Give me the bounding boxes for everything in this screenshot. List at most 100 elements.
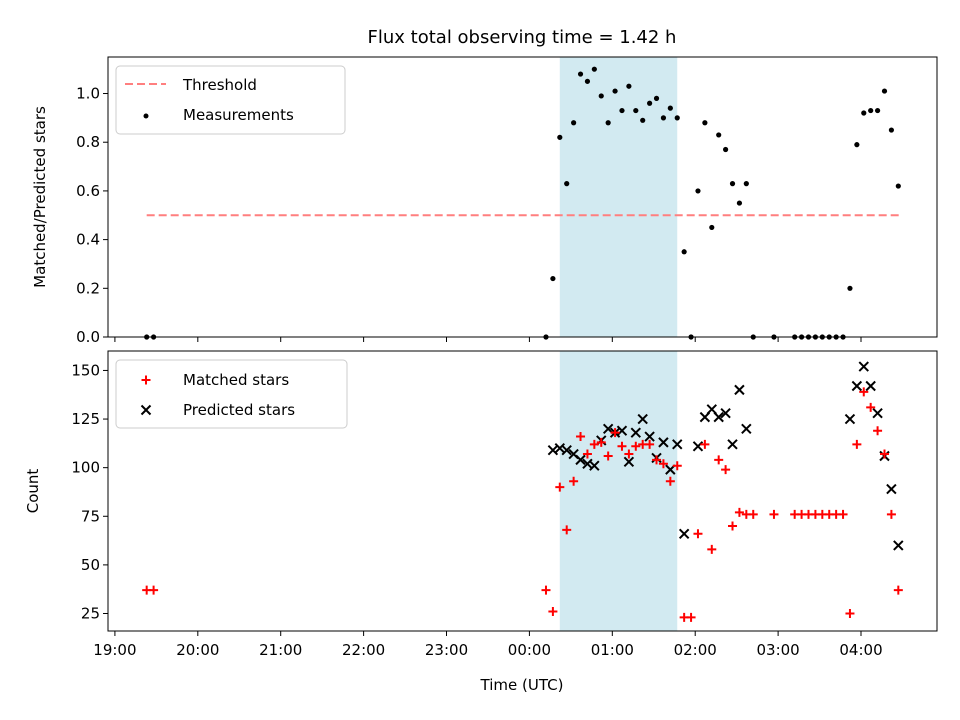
bottom-shaded-span <box>559 351 678 631</box>
predicted-point <box>720 408 731 419</box>
matched-point <box>748 509 758 519</box>
bottom-panel: 25 50 75 100 125 150 19:00 20:00 21:00 22:00 23:0… <box>24 350 938 694</box>
matched-point <box>603 451 613 461</box>
measurement-point <box>577 71 584 77</box>
x-tick-label: 20:00 <box>176 641 219 659</box>
measurement-point <box>612 88 618 94</box>
top-y-axis: 0.0 0.2 0.4 0.6 0.8 1.0 <box>76 85 862 346</box>
bottom-y-tick-label: 100 <box>71 459 100 477</box>
measurement-point <box>729 181 736 187</box>
measurements-legend-label: Measurements <box>183 106 294 124</box>
measurement-point <box>743 181 749 187</box>
predicted-point <box>713 411 724 423</box>
measurement-point <box>667 105 673 111</box>
bottom-legend: Matched stars Predicted stars <box>115 359 348 429</box>
predicted-point <box>844 413 856 425</box>
measurement-point <box>626 83 632 89</box>
matched-legend-label: Matched stars <box>183 371 289 389</box>
measurement-point <box>881 88 888 94</box>
measurement-point <box>854 142 860 148</box>
x-tick-label: 00:00 <box>508 641 551 659</box>
matched-point <box>617 441 627 451</box>
top-panel: 0.0 0.2 0.4 0.6 0.8 1.0 Matched/Predicted sta… <box>31 56 938 346</box>
predicted-point <box>589 460 600 471</box>
matched-point <box>845 609 855 618</box>
top-y-axis-label: Matched/Predicted stars <box>31 106 49 288</box>
threshold-legend-label: Threshold <box>182 76 257 94</box>
predicted-point <box>851 380 863 392</box>
top-y-tick-label: 0.8 <box>76 133 100 151</box>
matched-point <box>631 441 641 451</box>
predicted-point <box>623 456 635 468</box>
predicted-legend-label: Predicted stars <box>183 401 295 419</box>
predicted-point <box>727 439 738 450</box>
matched-point <box>555 482 565 492</box>
matched-point <box>707 544 717 554</box>
bottom-y-axis-label: Count <box>24 469 42 514</box>
matched-point <box>866 402 876 412</box>
matched-point <box>886 509 896 519</box>
predicted-point <box>637 413 648 425</box>
top-legend: Threshold Measurements <box>115 65 346 135</box>
matched-point <box>721 465 731 475</box>
measurement-point <box>868 107 874 114</box>
bottom-y-axis: 25 50 75 100 125 150 <box>71 361 108 623</box>
matched-legend-glyph <box>141 375 151 385</box>
matched-point <box>645 439 655 449</box>
matched-point <box>596 437 606 447</box>
measurement-point <box>888 127 895 133</box>
matched-point <box>769 509 779 519</box>
measurement-point <box>557 134 563 140</box>
measurement-point <box>861 110 867 116</box>
predicted-point <box>692 441 704 452</box>
bottom-plot-area <box>142 361 904 622</box>
measurement-point <box>653 95 660 101</box>
bottom-legend-box <box>115 359 348 429</box>
bottom-y-tick-label: 150 <box>71 361 100 379</box>
chart-title: Flux total observing time = 1.42 h <box>368 27 677 48</box>
bottom-y-tick-label: 50 <box>81 556 100 574</box>
matched-point <box>734 507 744 517</box>
measurement-point <box>647 100 653 106</box>
measurement-point <box>702 120 708 126</box>
matched-point <box>658 459 668 469</box>
x-tick-label: 02:00 <box>674 641 717 659</box>
predicted-point <box>616 425 628 436</box>
measurement-point <box>681 249 687 255</box>
x-tick-label: 22:00 <box>342 641 385 659</box>
matched-point <box>686 612 696 622</box>
matched-point <box>652 455 662 465</box>
top-shaded-span <box>559 57 678 337</box>
measurement-point <box>723 146 729 153</box>
predicted-point <box>893 540 904 551</box>
bottom-axes-frame <box>107 350 938 632</box>
matched-point <box>541 585 551 595</box>
x-tick-label: 01:00 <box>591 641 634 659</box>
measurement-point <box>640 117 646 123</box>
matched-point <box>582 449 592 459</box>
matched-point <box>879 449 889 459</box>
matched-point <box>700 439 710 449</box>
measurement-point <box>591 66 597 72</box>
x-axis: 19:00 20:00 21:00 22:00 23:00 00:00 01:00 02:00… <box>93 631 883 659</box>
top-y-tick-label: 0.4 <box>76 231 100 249</box>
matched-point <box>838 509 848 519</box>
measurement-point <box>716 132 722 138</box>
matched-point <box>728 521 738 531</box>
measurement-point <box>674 115 680 121</box>
predicted-point <box>872 408 883 419</box>
predicted-point <box>575 454 586 466</box>
matched-legend-marker <box>141 375 151 385</box>
matched-point <box>852 439 862 449</box>
x-axis-label: Time (UTC) <box>480 676 564 694</box>
x-tick-label: 21:00 <box>259 641 302 659</box>
matched-point <box>624 449 634 459</box>
top-axes-frame <box>107 56 938 338</box>
measurement-point <box>550 275 556 282</box>
predicted-point <box>658 437 669 448</box>
measurement-point <box>633 107 639 114</box>
predicted-point <box>734 384 745 396</box>
bottom-y-tick-label: 75 <box>81 507 100 525</box>
predicted-point <box>644 431 655 442</box>
matched-point <box>576 432 586 442</box>
